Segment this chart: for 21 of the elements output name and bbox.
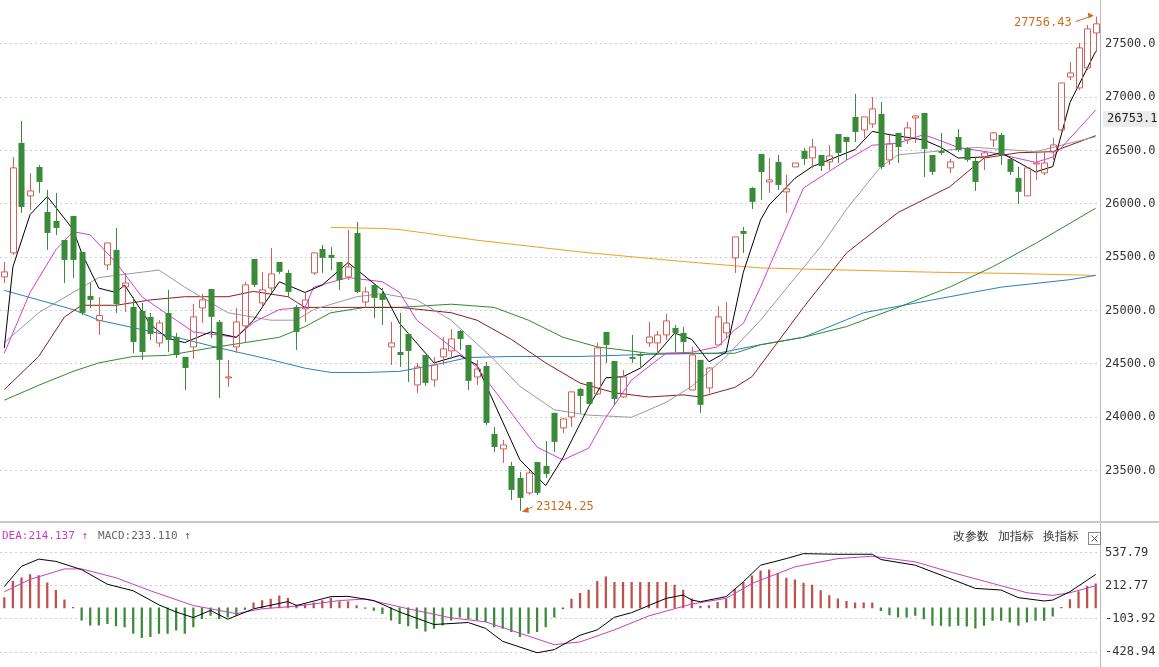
- y-tick-label: 27500.0: [1105, 36, 1156, 51]
- y-tick-label: 25000.0: [1105, 302, 1156, 317]
- y-tick-label: 26000.0: [1105, 196, 1156, 211]
- annotation: 加指标: [998, 529, 1034, 543]
- y-tick-label: 537.79: [1105, 544, 1149, 559]
- annotation: 27756.43: [1013, 14, 1072, 29]
- annotation: 改参数: [953, 529, 989, 543]
- y-tick-label: 24500.0: [1105, 356, 1156, 371]
- annotation: MACD:233.110 ↑: [98, 529, 191, 542]
- text: 26753.1: [1107, 111, 1158, 126]
- y-tick-label: 26500.0: [1105, 142, 1156, 157]
- y-tick-label: 24000.0: [1105, 409, 1156, 424]
- y-tick-label: 27000.0: [1105, 89, 1156, 104]
- y-tick-label: 212.77: [1105, 578, 1149, 593]
- annotation: 换指标: [1043, 529, 1079, 543]
- y-tick-label: -428.94: [1105, 644, 1156, 659]
- annotation: 23124.25: [535, 498, 594, 513]
- y-tick-label: -103.92: [1105, 610, 1156, 625]
- y-tick-label: 25500.0: [1105, 249, 1156, 264]
- y-tick-label: 23500.0: [1105, 462, 1156, 477]
- text: DEA:214.137 ↑: [2, 529, 89, 542]
